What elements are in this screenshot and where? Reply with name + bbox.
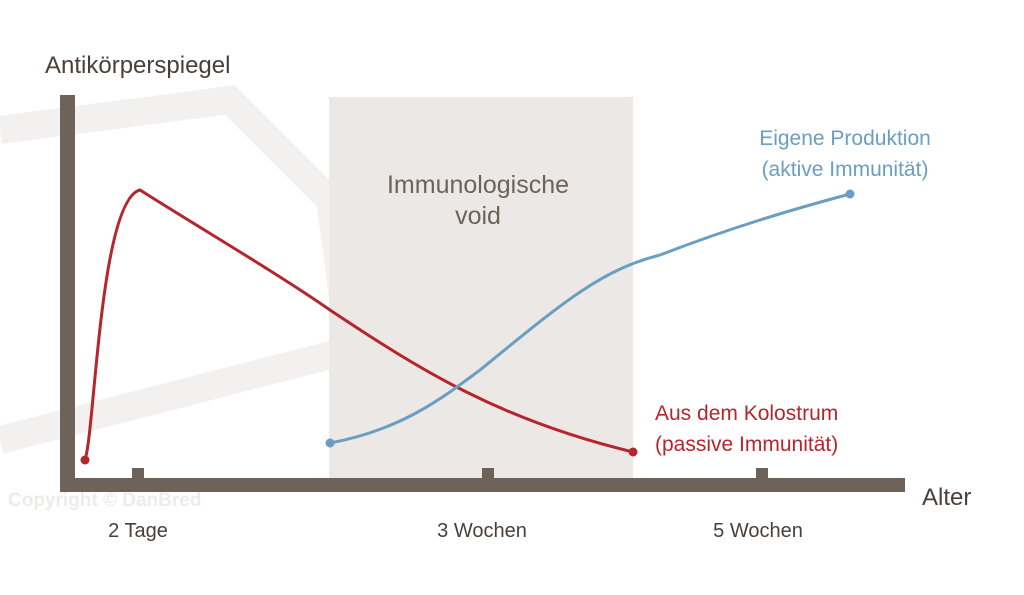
x-tick-label: 2 Tage (108, 520, 168, 542)
curve-point (80, 455, 90, 465)
x-axis (60, 478, 905, 492)
y-axis (60, 95, 75, 492)
background-watermark-shape (0, 85, 366, 454)
curve-label: (aktive Immunität) (762, 158, 929, 181)
y-axis-label: Antikörperspiegel (45, 52, 230, 79)
watermark-shape (0, 85, 366, 454)
x-tick-label: 3 Wochen (437, 520, 527, 542)
active-curve (329, 192, 851, 445)
x-axis-label: Alter (922, 484, 971, 511)
x-tick-label: 5 Wochen (713, 520, 803, 542)
curve-point (845, 189, 855, 199)
x-tick (132, 468, 144, 480)
x-tick (756, 468, 768, 480)
curve-label: Eigene Produktion (759, 127, 931, 150)
void-box (329, 97, 633, 478)
void-label: void (455, 202, 501, 230)
curve-point (325, 438, 335, 448)
void-label: Immunologische (387, 171, 569, 199)
curve-point (628, 447, 638, 457)
watermark: Copyright © DanBred (8, 490, 201, 511)
x-tick (482, 468, 494, 480)
passive-curve (83, 188, 634, 461)
curve-label: (passive Immunität) (655, 433, 838, 456)
curve-label: Aus dem Kolostrum (655, 402, 838, 425)
